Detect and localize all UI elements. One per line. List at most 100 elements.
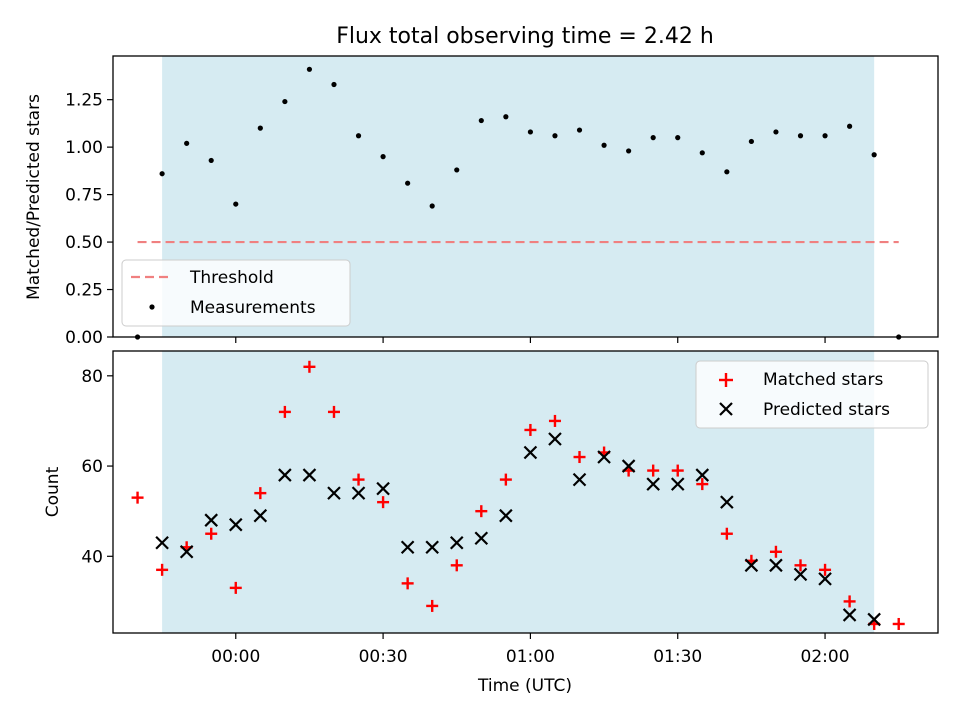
legend-matched-label: Matched stars — [763, 370, 883, 390]
bottom-y-tick-label: 60 — [81, 457, 103, 477]
top-y-tick-label: 0.00 — [65, 328, 103, 348]
matched-star-point — [647, 464, 660, 477]
legend-predicted-label: Predicted stars — [763, 400, 890, 420]
matched-star-point — [769, 545, 782, 558]
measurement-point — [380, 154, 386, 160]
top-y-axis-label: Matched/Predicted stars — [24, 94, 44, 300]
measurement-point — [699, 150, 705, 156]
top-y-tick-label: 1.00 — [65, 138, 103, 158]
x-axis-label: Time (UTC) — [477, 676, 572, 696]
measurement-point — [355, 133, 362, 139]
measurement-point — [454, 167, 460, 173]
top-legend-box — [121, 259, 351, 327]
predicted-star-point — [449, 535, 464, 550]
top-y-tick-label: 1.25 — [65, 91, 103, 111]
matched-star-point — [843, 595, 856, 608]
bottom-y-tick-label: 40 — [81, 547, 103, 567]
matched-star-point — [696, 478, 709, 491]
measurement-point — [429, 203, 435, 209]
top-y-tick-label: 0.25 — [65, 281, 103, 301]
matched-star-point — [401, 577, 414, 590]
matched-star-point — [573, 451, 586, 464]
predicted-star-point — [204, 513, 218, 527]
bottom-y-ticks: 40 60 80 — [81, 367, 113, 567]
measurement-point — [626, 148, 632, 154]
matched-star-point — [205, 527, 218, 540]
predicted-star-point — [744, 558, 759, 573]
top-axes-frame — [112, 55, 939, 338]
top-x-ticks — [235, 337, 826, 343]
matched-star-point — [524, 423, 537, 436]
matched-star-point — [475, 505, 488, 518]
measurement-point — [822, 133, 828, 139]
predicted-star-point — [597, 450, 611, 464]
predicted-star-point — [351, 486, 366, 500]
measurement-point — [478, 117, 484, 124]
predicted-star-point — [155, 535, 169, 550]
matched-star-point — [303, 360, 316, 373]
matched-star-point — [819, 563, 832, 576]
predicted-star-point — [548, 432, 562, 446]
predicted-star-point — [327, 486, 341, 500]
predicted-star-point — [670, 477, 685, 491]
top-y-tick-label: 0.50 — [65, 233, 103, 253]
predicted-star-point — [302, 468, 317, 482]
bottom-legend: Matched stars Predicted stars — [695, 360, 929, 429]
matched-star-point — [229, 581, 242, 594]
chart-title: Flux total observing time = 2.42 h — [336, 24, 714, 49]
predicted-star-point — [646, 477, 660, 491]
bottom-x-ticks: 00:00 00:30 01:00 01:30 02:00 — [211, 633, 850, 667]
predicted-star-point — [253, 508, 268, 523]
measurement-point — [601, 142, 607, 148]
matched-star-point — [254, 487, 267, 500]
matched-star-point — [450, 559, 463, 572]
measurement-point — [405, 180, 411, 186]
matched-star-point — [377, 496, 390, 509]
matched-star-point — [720, 527, 733, 540]
top-panel: 0.00 0.25 0.50 0.75 1.00 1.25 Matched/Predict… — [24, 55, 939, 348]
measurement-point — [527, 129, 534, 135]
matched-star-point — [794, 559, 807, 572]
legend-measurements-swatch — [149, 304, 155, 310]
predicted-star-point — [818, 572, 832, 586]
top-y-tick-label: 0.75 — [65, 186, 103, 206]
measurement-point — [233, 201, 239, 207]
measurement-point — [748, 138, 754, 145]
measurement-point — [650, 135, 656, 141]
legend-measurements-label: Measurements — [190, 298, 316, 318]
bottom-x-tick-label: 01:30 — [653, 647, 702, 667]
predicted-star-point — [867, 612, 881, 627]
measurement-point — [331, 81, 337, 88]
bottom-legend-box — [695, 360, 929, 429]
top-legend: Threshold Measurements — [121, 259, 351, 327]
bottom-axes-frame — [112, 350, 939, 634]
bottom-x-tick-label: 00:00 — [211, 647, 260, 667]
measurement-point — [576, 127, 583, 133]
predicted-star-point — [769, 558, 783, 573]
bottom-x-tick-label: 00:30 — [359, 647, 408, 667]
legend-threshold-label: Threshold — [189, 268, 274, 288]
matched-star-point — [278, 405, 291, 418]
bottom-x-tick-label: 01:00 — [506, 647, 555, 667]
matched-star-point — [352, 473, 365, 486]
predicted-star-point — [228, 517, 243, 532]
measurement-point — [257, 125, 263, 131]
bottom-x-tick-label: 02:00 — [801, 647, 850, 667]
predicted-star-point — [499, 508, 513, 523]
predicted-star-point — [621, 459, 636, 473]
measurement-point — [282, 98, 288, 105]
measurement-point — [773, 129, 779, 135]
measurement-point — [503, 114, 509, 120]
matched-star-point — [499, 473, 512, 486]
matched-star-point — [892, 617, 905, 630]
matched-star-point — [671, 464, 684, 477]
predicted-star-point — [278, 468, 292, 482]
predicted-star-point — [695, 468, 710, 482]
top-markers — [134, 66, 902, 340]
bottom-y-axis-label: Count — [43, 466, 63, 517]
matched-star-point — [548, 414, 561, 427]
predicted-star-point — [425, 540, 439, 555]
predicted-star-point — [720, 495, 734, 509]
bottom-panel: 40 60 80 00:00 00:30 01:00 01:30 02:00 Count T… — [43, 350, 939, 696]
measurement-point — [184, 140, 190, 146]
